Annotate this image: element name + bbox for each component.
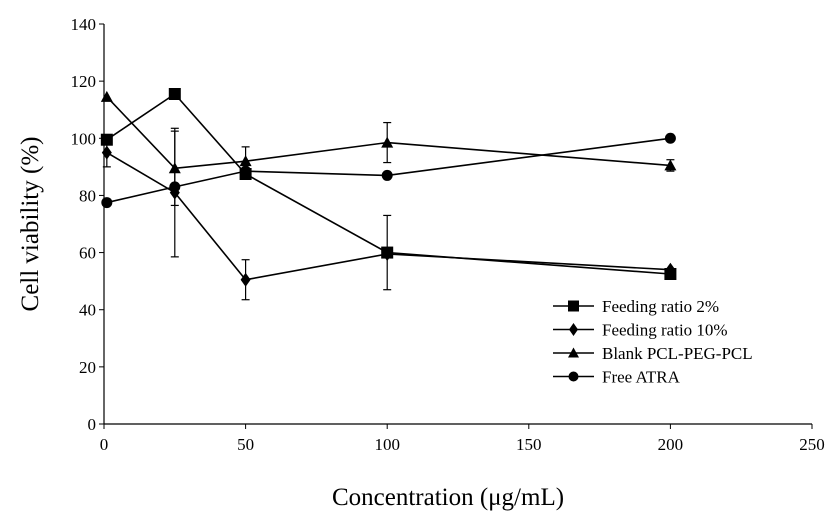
legend-label: Free ATRA [602,368,681,387]
y-ticks: 0 20 40 60 80 100 120 140 [71,15,104,434]
square-marker [168,88,181,100]
x-ticks: 0 50 100 150 200 250 [100,424,825,454]
triangle-marker [168,162,181,174]
x-tick-label: 150 [516,435,542,454]
triangle-marker [568,347,579,358]
y-tick-label: 0 [88,415,97,434]
diamond-marker [569,323,578,336]
square-marker [568,300,579,312]
diamond-marker [101,145,112,160]
diamond-marker [240,272,251,287]
circle-marker [381,169,393,181]
circle-marker [169,181,181,193]
y-tick-label: 80 [79,186,96,205]
legend-item: Blank PCL-PEG-PCL [553,344,753,363]
series-circle [101,132,676,209]
triangle-marker [381,136,394,148]
series-line [106,96,671,170]
circle-marker [101,197,113,209]
y-axis-title: Cell viability (%) [17,137,44,312]
y-tick-label: 40 [79,301,96,320]
x-tick-label: 0 [100,435,109,454]
y-tick-label: 20 [79,358,96,377]
y-tick-label: 120 [71,72,97,91]
series-square [100,88,677,291]
x-tick-label: 200 [658,435,684,454]
y-tick-label: 60 [79,244,96,263]
legend: Feeding ratio 2% Feeding ratio 10% Blank P… [553,297,753,387]
diamond-marker [665,262,676,277]
x-axis-title: Concentration (μg/mL) [332,484,564,511]
x-tick-label: 100 [374,435,400,454]
legend-label: Blank PCL-PEG-PCL [602,344,753,363]
diamond-marker [382,247,393,261]
circle-marker [240,165,252,177]
legend-item: Feeding ratio 2% [553,297,719,316]
series-layer [100,88,677,301]
y-tick-label: 100 [71,129,97,148]
legend-label: Feeding ratio 2% [602,297,719,316]
series-diamond [101,127,676,301]
legend-label: Feeding ratio 10% [602,321,728,340]
triangle-marker [100,90,113,102]
axes [103,24,812,425]
legend-item: Free ATRA [553,368,681,387]
circle-marker [568,371,579,382]
x-tick-label: 50 [237,435,254,454]
y-tick-label: 140 [71,15,97,34]
x-tick-label: 250 [799,435,825,454]
circle-marker [664,132,676,144]
triangle-marker [239,155,252,167]
legend-item: Feeding ratio 10% [553,321,728,340]
triangle-marker [664,159,677,171]
